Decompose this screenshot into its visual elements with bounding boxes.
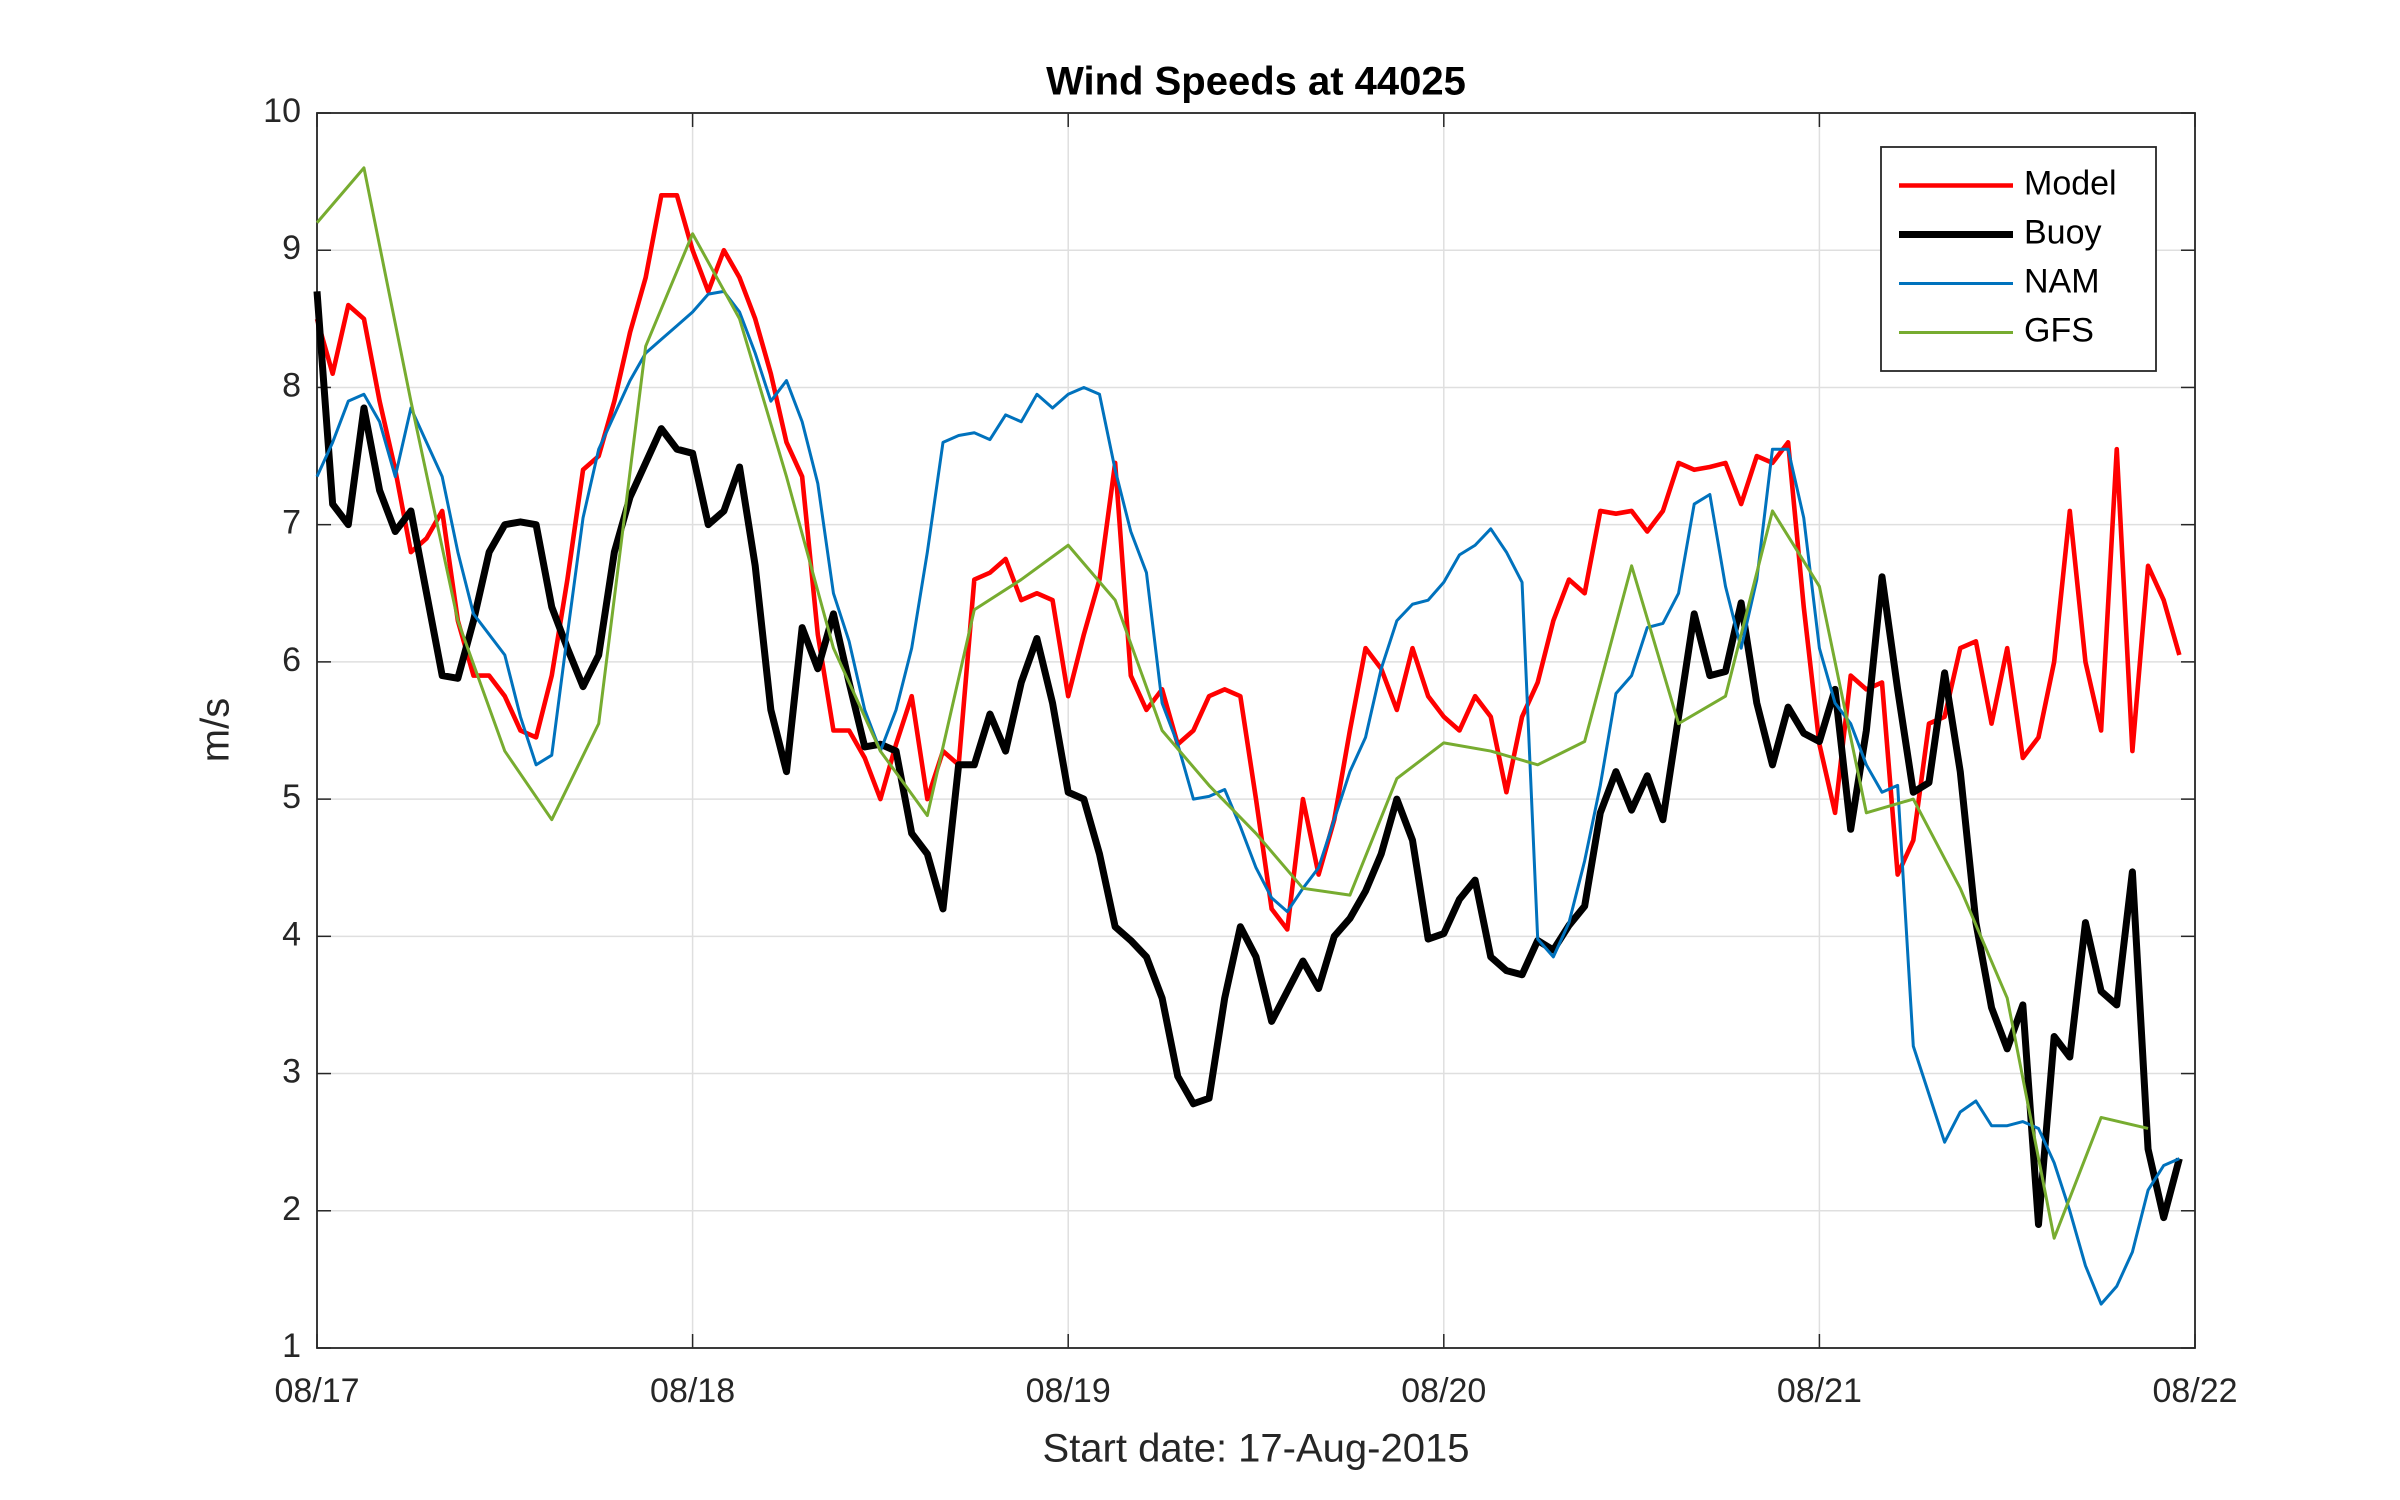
y-tick-label: 7 (282, 504, 301, 542)
y-axis-label: m/s (194, 698, 238, 762)
series-line (315, 166, 2149, 1240)
x-tick-label: 08/21 (1777, 1372, 1862, 1410)
y-tick-label: 8 (282, 366, 301, 404)
legend: Model Buoy NAM GFS (1880, 146, 2157, 372)
legend-label: NAM (2024, 262, 2100, 300)
y-tick-label: 1 (282, 1327, 301, 1365)
y-tick-label: 6 (282, 641, 301, 679)
x-tick-label: 08/22 (2152, 1372, 2237, 1410)
x-tick-label: 08/20 (1401, 1372, 1486, 1410)
series-line (315, 289, 2180, 1306)
plot-frame (316, 112, 2196, 1349)
y-tick-label: 5 (282, 778, 301, 816)
legend-label: GFS (2024, 311, 2094, 349)
y-tick-label: 3 (282, 1053, 301, 1091)
x-axis-label: Start date: 17-Aug-2015 (1043, 1427, 1470, 1471)
legend-label: Model (2024, 164, 2117, 202)
y-tick-label: 10 (263, 92, 301, 130)
y-tick-label: 4 (282, 915, 301, 953)
y-tick-label: 2 (282, 1190, 301, 1228)
y-tick-label: 9 (282, 229, 301, 267)
x-tick-label: 08/19 (1026, 1372, 1111, 1410)
x-tick-label: 08/18 (650, 1372, 735, 1410)
x-tick-label: 08/17 (274, 1372, 359, 1410)
legend-label: Buoy (2024, 213, 2102, 251)
series-line (313, 291, 2183, 1228)
chart-title: Wind Speeds at 44025 (1046, 60, 1466, 104)
